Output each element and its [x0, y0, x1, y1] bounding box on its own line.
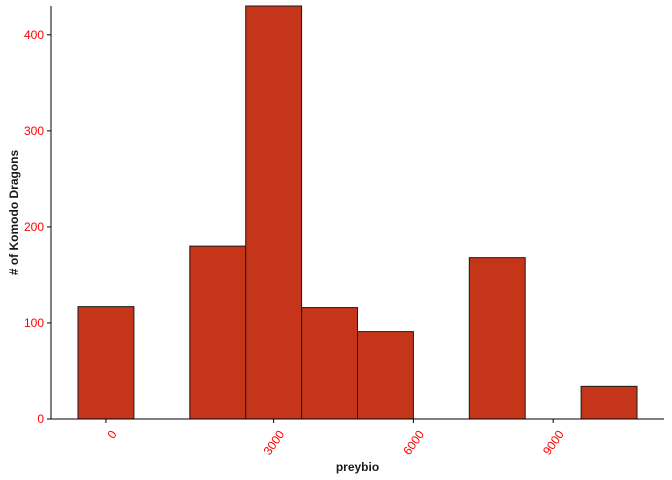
bars-group [77, 5, 638, 420]
x-tick-label: 6000 [400, 427, 427, 457]
x-tick-label: 3000 [261, 427, 288, 457]
x-tick-label: 0 [104, 427, 119, 441]
x-tick-label: 9000 [540, 427, 567, 457]
histogram-bar [301, 307, 359, 420]
x-axis-title: preybio [336, 460, 379, 474]
y-axis-ticks: 0 100 200 300 400 [24, 28, 51, 426]
y-tick-label: 100 [24, 316, 44, 330]
histogram-bar [580, 385, 638, 420]
histogram-bar [468, 257, 526, 420]
y-tick-label: 200 [24, 220, 44, 234]
histogram-bar [77, 306, 135, 420]
y-axis-title: # of Komodo Dragons [7, 150, 21, 276]
histogram-bar [357, 331, 414, 420]
y-tick-label: 300 [24, 124, 44, 138]
y-tick-label: 0 [37, 412, 44, 426]
x-axis-ticks: 0 3000 6000 9000 [104, 419, 567, 458]
histogram-bar [189, 245, 247, 420]
y-tick-label: 400 [24, 28, 44, 42]
histogram-bar [245, 5, 303, 420]
